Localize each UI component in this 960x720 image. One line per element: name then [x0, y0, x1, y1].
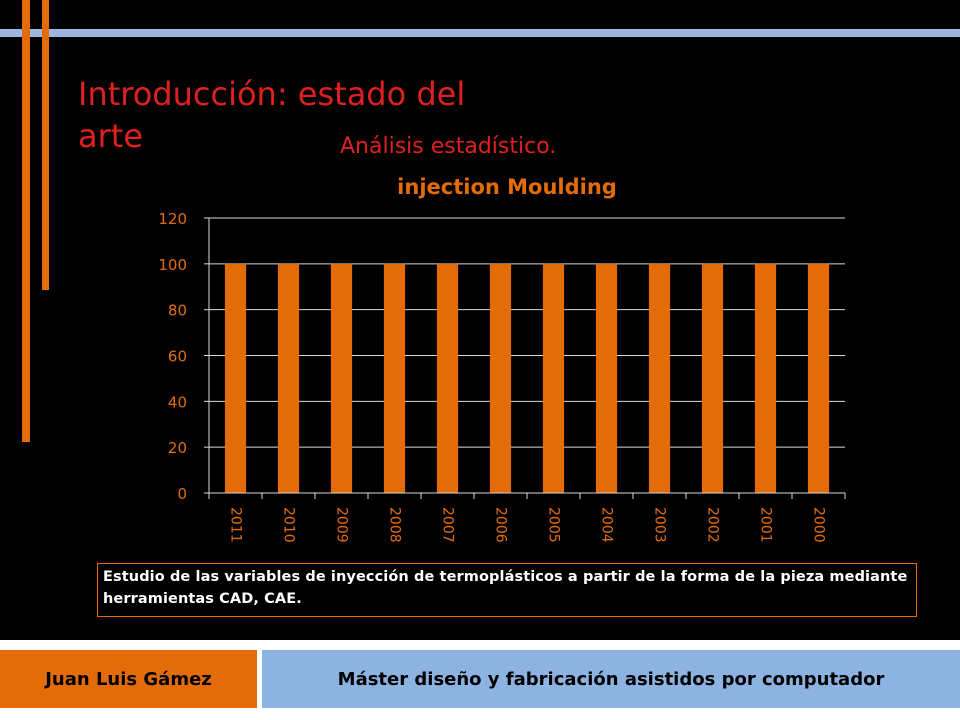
bar	[489, 263, 512, 493]
x-tick-label: 2010	[281, 507, 297, 543]
chart-title: injection Moulding	[397, 175, 617, 199]
slide-caption: Estudio de las variables de inyección de…	[97, 563, 917, 617]
bar	[807, 263, 830, 493]
top-stripe	[0, 29, 960, 37]
y-tick-label: 120	[158, 210, 187, 228]
footer-program: Máster diseño y fabricación asistidos po…	[262, 650, 960, 708]
y-tick-label: 0	[177, 485, 187, 503]
y-tick-label: 20	[168, 439, 187, 457]
chart-gridlines	[209, 217, 845, 494]
vertical-accent-bar-left	[22, 0, 30, 442]
x-tick-label: 2011	[228, 507, 244, 543]
slide-title-line1: Introducción: estado del	[78, 75, 466, 113]
x-tick-label: 2001	[758, 507, 774, 543]
bar	[701, 263, 724, 493]
chart-bars	[224, 263, 830, 493]
x-tick-label: 2005	[546, 507, 562, 543]
x-tick-label: 2007	[440, 507, 456, 543]
x-tick-label: 2002	[705, 507, 721, 543]
bar	[542, 263, 565, 493]
y-tick-label: 60	[168, 348, 187, 366]
bar	[330, 263, 353, 493]
x-tick-label: 2008	[387, 507, 403, 543]
bar	[277, 263, 300, 493]
y-tick-label: 100	[158, 256, 187, 274]
slide-title: Introducción: estado del arte	[78, 73, 465, 157]
vertical-accent-bar-right	[42, 0, 49, 290]
y-axis: 0 20 40 60 80 100 120	[158, 210, 210, 503]
bar	[383, 263, 406, 493]
y-tick-label: 40	[168, 393, 187, 411]
bar	[648, 263, 671, 493]
bar	[754, 263, 777, 493]
bar	[595, 263, 618, 493]
x-tick-label: 2006	[493, 507, 509, 543]
bar	[436, 263, 459, 493]
y-tick-label: 80	[168, 302, 187, 320]
x-tick-label: 2003	[652, 507, 668, 543]
x-tick-label: 2004	[599, 507, 615, 543]
x-tick-label: 2000	[811, 507, 827, 543]
x-tick-label: 2009	[334, 507, 350, 543]
x-axis: 2011 2010 2009 2008 2007 2006 2005 2004 2003 2002…	[208, 492, 846, 543]
slide-subtitle: Análisis estadístico.	[340, 134, 557, 159]
footer-author: Juan Luis Gámez	[0, 650, 257, 708]
slide-title-line2: arte	[78, 117, 143, 155]
bar	[224, 263, 247, 493]
